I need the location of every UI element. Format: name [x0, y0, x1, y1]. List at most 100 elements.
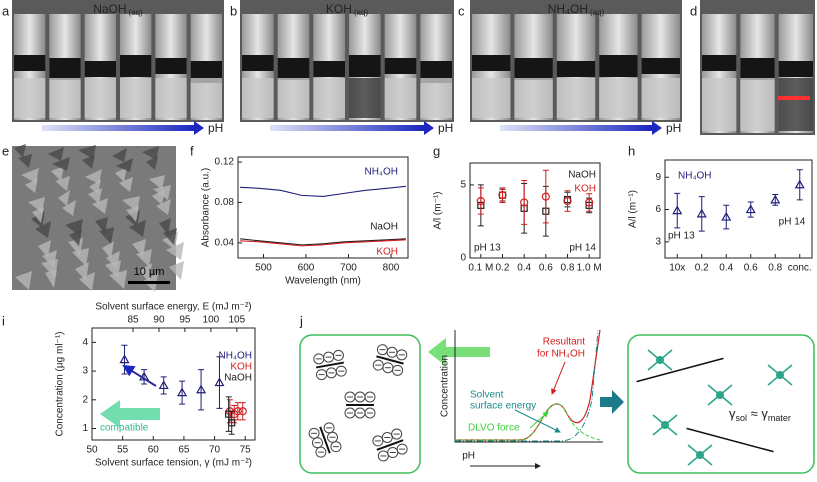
annotation: pH 14: [569, 243, 596, 254]
x-tick-label: 10x: [669, 263, 685, 274]
x-tick-label: 800: [383, 263, 400, 274]
ph-arrow-head: [194, 121, 204, 135]
f: sol: [736, 413, 748, 423]
panel-letter: i: [2, 313, 5, 328]
photo: [240, 0, 454, 122]
plate: [686, 427, 774, 453]
ph-arrow: [270, 125, 424, 131]
panel-letter: e: [2, 143, 9, 158]
sediment: [514, 58, 553, 80]
sediment: [702, 55, 737, 71]
error-bar: [542, 169, 549, 224]
sem-flake: [159, 218, 171, 235]
arrow-left: [428, 338, 490, 366]
bond: [707, 384, 721, 396]
f: ≈ γ: [747, 406, 768, 421]
y-tick-label: 0.12: [215, 157, 235, 168]
bond: [664, 414, 678, 426]
bond: [719, 384, 733, 396]
line: [240, 239, 406, 247]
point: [541, 192, 550, 201]
sediment: [384, 58, 417, 74]
sem-flake: [112, 148, 127, 162]
sediment: [14, 55, 46, 71]
error-bar: [179, 380, 186, 405]
liquid: [155, 78, 187, 118]
liquid: [740, 78, 775, 131]
x-tick-label: 75: [240, 445, 252, 456]
ph-label: pH: [208, 121, 223, 135]
sediment: [472, 55, 511, 71]
photo-title: KOH (aq): [326, 2, 369, 17]
subscript: (aq): [129, 8, 144, 17]
liquid: [120, 78, 152, 118]
annotation: pH 13: [668, 231, 695, 242]
point: [158, 380, 169, 390]
y-axis-label: A/l (m⁻¹): [628, 190, 639, 228]
sem-flake: [78, 145, 96, 159]
point: [563, 196, 572, 206]
x-tick-label: 60: [148, 445, 160, 456]
ph-arrow: [42, 125, 194, 131]
bond: [767, 364, 781, 376]
error-bar: [228, 410, 235, 435]
point: [498, 191, 507, 200]
liquid: [556, 78, 596, 118]
error-bar: [674, 192, 681, 229]
legend-entry: KOH: [376, 247, 398, 258]
point: [770, 194, 781, 204]
subscript: (aq): [590, 8, 605, 17]
panel-letter: b: [230, 3, 237, 18]
y-tick-label: 1: [82, 423, 88, 434]
liquid: [514, 78, 553, 118]
label: for NH₄OH: [537, 349, 585, 360]
diagram-axes: [454, 330, 603, 443]
sediment: [190, 61, 222, 83]
point: [520, 198, 529, 207]
liquid: [420, 78, 452, 118]
bond: [647, 349, 661, 361]
sediment: [778, 61, 813, 77]
sediment: [155, 58, 187, 74]
label: surface energy: [470, 401, 536, 412]
sem-flake: [109, 270, 127, 289]
ph-arrow-head: [652, 121, 662, 135]
point: [214, 377, 225, 387]
point: [585, 198, 594, 207]
y-axis-label: A/l (m⁻¹): [433, 191, 444, 229]
x-tick-label: 0.2: [496, 263, 510, 274]
liquid: [384, 78, 417, 118]
sem-flake: [149, 175, 165, 190]
liquid: [778, 78, 813, 131]
legend-entry: NaOH: [568, 170, 596, 181]
panel-letter: h: [628, 143, 635, 158]
plate: [319, 426, 331, 454]
plate: [636, 357, 724, 383]
y-tick-label: 3: [655, 236, 661, 247]
bond: [664, 424, 678, 436]
point: [721, 211, 732, 221]
sediment: [599, 55, 638, 77]
liquid: [313, 78, 345, 118]
panel-letter: j: [299, 313, 303, 328]
pointer: [529, 411, 549, 429]
liquid: [599, 78, 638, 118]
x2-tick-label: 90: [153, 315, 165, 326]
sediment: [242, 55, 274, 71]
panel-letter: g: [433, 143, 440, 158]
solvent-curve: [455, 329, 599, 442]
trend-arrow: [122, 364, 157, 387]
sem-flake: [136, 249, 152, 267]
liquid: [702, 78, 737, 131]
x2-tick-label: 100: [203, 315, 220, 326]
arrow-right: [600, 390, 624, 414]
dlvo-curve: [455, 403, 601, 441]
error-bar: [198, 369, 205, 411]
plot-frame: [664, 159, 813, 259]
x-tick-label: 700: [340, 263, 357, 274]
sem-flake: [14, 144, 26, 158]
point: [696, 208, 707, 218]
bond: [647, 359, 661, 371]
error-bar: [216, 356, 223, 409]
y-tick-label: 5: [460, 180, 466, 191]
